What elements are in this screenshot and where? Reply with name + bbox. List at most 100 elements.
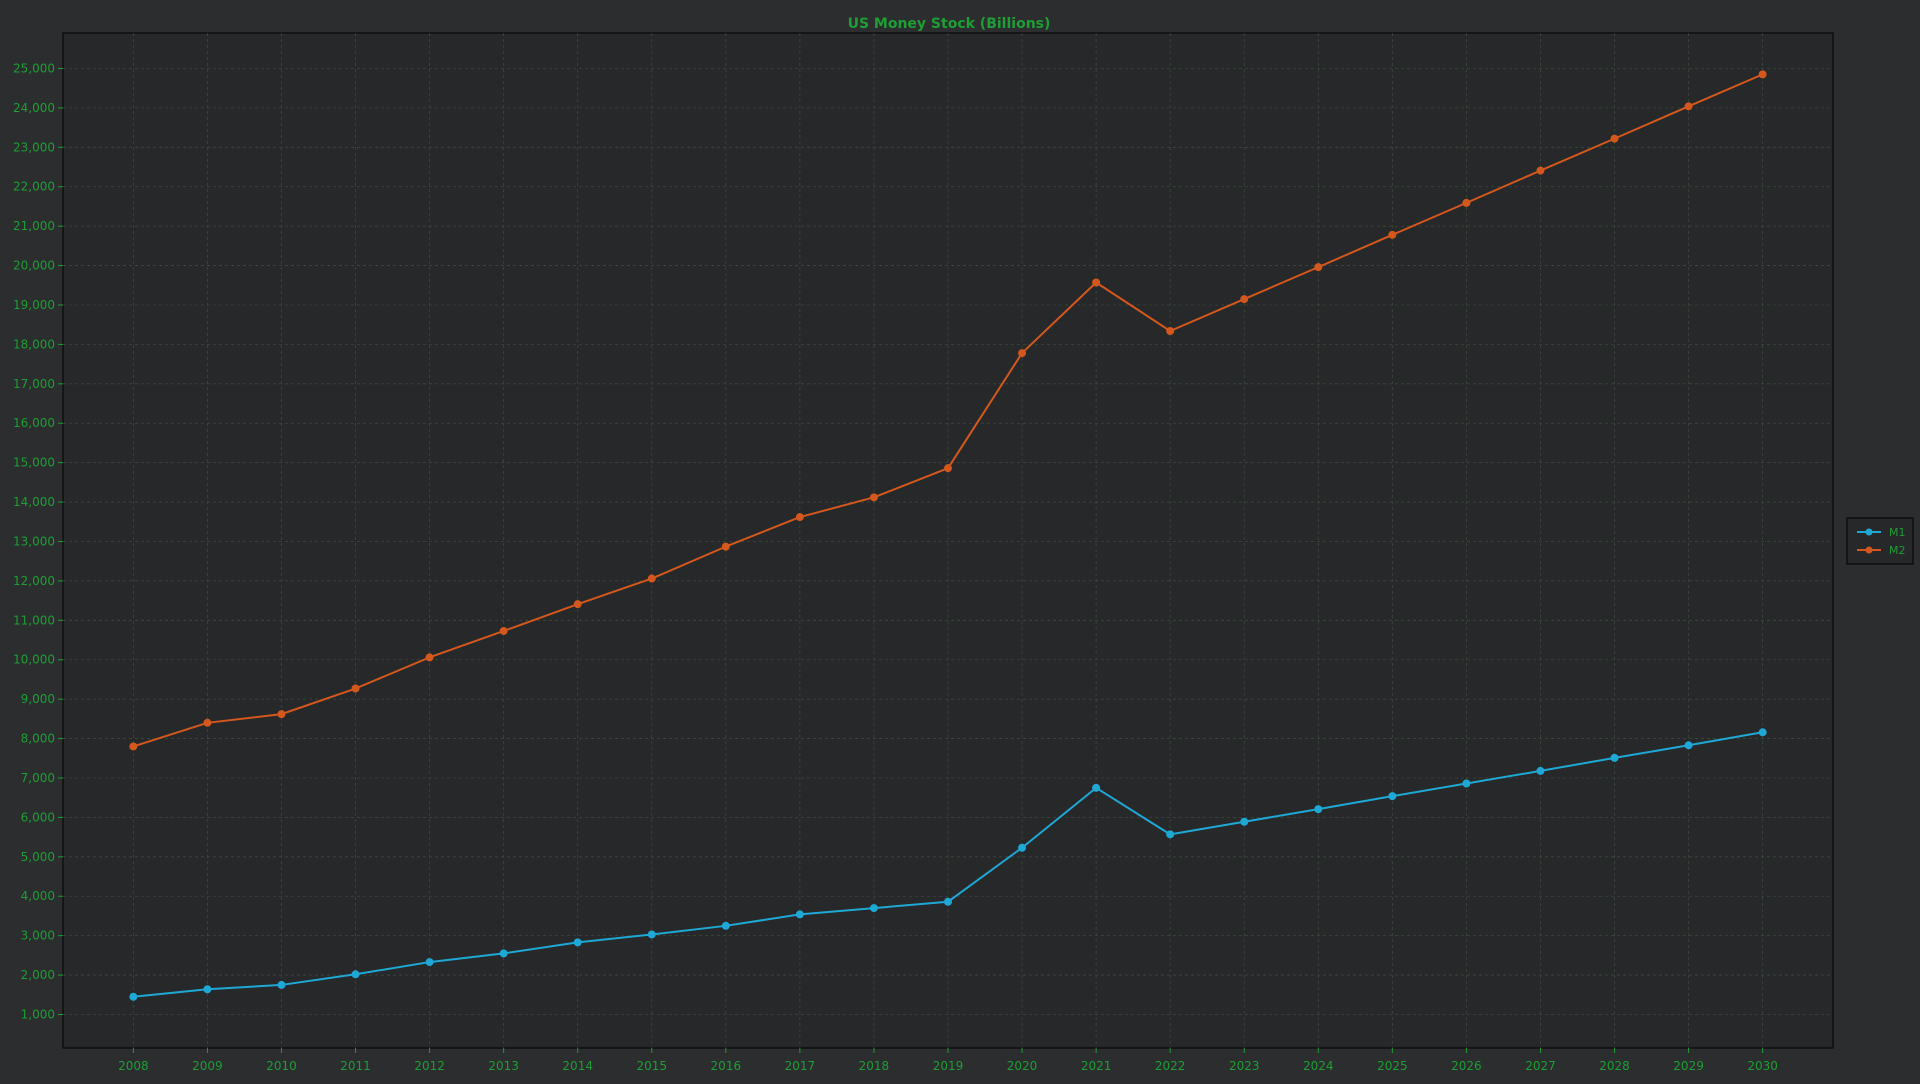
y-tick-label: 8,000 (21, 732, 55, 746)
x-tick-label: 2029 (1673, 1059, 1704, 1073)
data-point (1610, 134, 1619, 143)
data-point (647, 574, 656, 583)
axes: 1,000 2,000 3,000 4,000 5,000 6,000 7,000 8,000… (13, 61, 1778, 1073)
x-tick-label: 2018 (859, 1059, 890, 1073)
x-tick-label: 2023 (1229, 1059, 1260, 1073)
y-tick-label: 21,000 (13, 219, 55, 233)
data-point (1018, 349, 1027, 358)
y-tick-label: 12,000 (13, 574, 55, 588)
data-point (795, 910, 804, 919)
data-point (647, 930, 656, 939)
y-tick-label: 11,000 (13, 613, 55, 627)
y-tick-label: 24,000 (13, 101, 55, 115)
data-point (1758, 70, 1767, 79)
x-tick-label: 2026 (1451, 1059, 1482, 1073)
x-tick-label: 2030 (1747, 1059, 1778, 1073)
x-tick-label: 2019 (933, 1059, 964, 1073)
x-tick-label: 2013 (488, 1059, 519, 1073)
y-tick-label: 2,000 (21, 968, 55, 982)
y-tick-label: 7,000 (21, 771, 55, 785)
legend-item-m1: M1 (1857, 526, 1906, 539)
data-point (1166, 326, 1175, 335)
data-point (277, 980, 286, 989)
x-tick-label: 2024 (1303, 1059, 1334, 1073)
data-point (869, 904, 878, 913)
y-tick-label: 10,000 (13, 653, 55, 667)
data-point (129, 742, 138, 751)
y-tick-label: 19,000 (13, 298, 55, 312)
data-point (721, 542, 730, 551)
y-tick-label: 18,000 (13, 337, 55, 351)
data-point (1314, 263, 1323, 272)
data-point (499, 626, 508, 635)
data-point (1240, 817, 1249, 826)
x-tick-label: 2009 (192, 1059, 223, 1073)
legend-swatch-marker (1865, 546, 1873, 554)
legend-item-m2: M2 (1857, 544, 1906, 557)
data-point (944, 464, 952, 473)
legend-label: M1 (1889, 526, 1906, 539)
series-m2 (129, 70, 1767, 751)
data-point (129, 992, 138, 1001)
x-tick-label: 2025 (1377, 1059, 1408, 1073)
data-point (1462, 198, 1471, 207)
data-point (1092, 278, 1101, 287)
y-tick-label: 17,000 (13, 377, 55, 391)
y-tick-label: 4,000 (21, 889, 55, 903)
data-point (1536, 766, 1545, 775)
grid (63, 33, 1833, 1048)
data-point (795, 513, 804, 522)
y-tick-label: 14,000 (13, 495, 55, 509)
x-tick-label: 2021 (1081, 1059, 1112, 1073)
data-point (1240, 295, 1249, 304)
data-point (573, 938, 582, 947)
chart-title: US Money Stock (Billions) (848, 16, 1051, 32)
y-tick-label: 23,000 (13, 140, 55, 154)
data-point (1758, 728, 1767, 737)
legend-box (1846, 517, 1914, 565)
data-point (1536, 166, 1545, 175)
data-point (1388, 230, 1397, 239)
data-point (425, 653, 434, 662)
x-tick-label: 2010 (266, 1059, 297, 1073)
x-tick-label: 2011 (340, 1059, 371, 1073)
data-point (277, 710, 286, 719)
data-point (1092, 783, 1101, 792)
data-point (351, 684, 360, 693)
data-point (1684, 102, 1693, 111)
x-tick-label: 2028 (1599, 1059, 1630, 1073)
data-point (869, 493, 878, 502)
x-tick-label: 2008 (118, 1059, 149, 1073)
x-tick-label: 2027 (1525, 1059, 1556, 1073)
x-tick-label: 2017 (785, 1059, 816, 1073)
data-point (1018, 843, 1027, 852)
y-tick-label: 5,000 (21, 850, 55, 864)
data-point (351, 970, 360, 979)
data-point (425, 958, 434, 967)
x-tick-label: 2012 (414, 1059, 445, 1073)
x-tick-label: 2022 (1155, 1059, 1186, 1073)
data-point (499, 949, 508, 958)
series-layer (129, 70, 1767, 1001)
y-tick-label: 1,000 (21, 1007, 55, 1021)
data-point (1166, 830, 1175, 839)
legend-swatch-marker (1865, 528, 1873, 536)
x-tick-label: 2016 (711, 1059, 742, 1073)
x-tick-label: 2020 (1007, 1059, 1038, 1073)
x-tick-label: 2015 (636, 1059, 667, 1073)
y-tick-label: 25,000 (13, 61, 55, 75)
y-tick-label: 15,000 (13, 456, 55, 470)
y-tick-label: 22,000 (13, 180, 55, 194)
data-point (203, 985, 212, 994)
data-point (573, 600, 582, 609)
x-tick-label: 2014 (562, 1059, 593, 1073)
y-tick-label: 16,000 (13, 416, 55, 430)
series-m1 (129, 728, 1767, 1001)
data-point (203, 718, 212, 727)
data-point (1684, 741, 1693, 750)
y-tick-label: 3,000 (21, 929, 55, 943)
y-tick-label: 20,000 (13, 259, 55, 273)
data-point (944, 897, 952, 906)
